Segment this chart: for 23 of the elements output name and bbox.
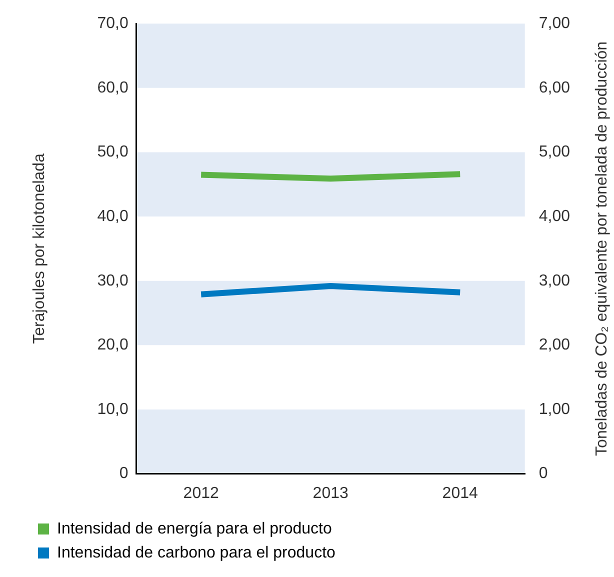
y2-tick-label: 3,00: [538, 272, 570, 290]
y-tick-label: 40,0: [97, 208, 128, 225]
y2-axis-title: Toneladas de CO₂ equivalente por tonelada de producción: [593, 41, 610, 456]
y-tick-label: 30,0: [97, 272, 128, 290]
y2-tick-label: 2,00: [538, 336, 570, 354]
x-tick-label: 2014: [442, 484, 478, 502]
y-tick-label: 70,0: [97, 15, 128, 32]
y-tick-label: 50,0: [97, 144, 128, 161]
x-tick-label: 2012: [183, 484, 219, 502]
y-tick-label: 60,0: [97, 79, 128, 96]
y-tick-label: 10,0: [97, 400, 128, 418]
y-tick-label: 20,0: [97, 336, 128, 354]
y-tick-label: 0: [119, 465, 128, 482]
y2-tick-label: 0: [538, 465, 548, 482]
legend-label: Intensidad de energía para el producto: [57, 520, 332, 538]
y-axis-title: Terajoules por kilotonelada: [31, 153, 48, 344]
y2-tick-label: 1,00: [538, 400, 570, 418]
y2-tick-label: 7,00: [538, 15, 570, 32]
x-tick-label: 2013: [312, 484, 348, 502]
y2-tick-label: 6,00: [538, 79, 570, 96]
legend-label: Intensidad de carbono para el producto: [57, 544, 336, 562]
y2-tick-label: 4,00: [538, 208, 570, 225]
y2-tick-label: 5,00: [538, 144, 570, 161]
